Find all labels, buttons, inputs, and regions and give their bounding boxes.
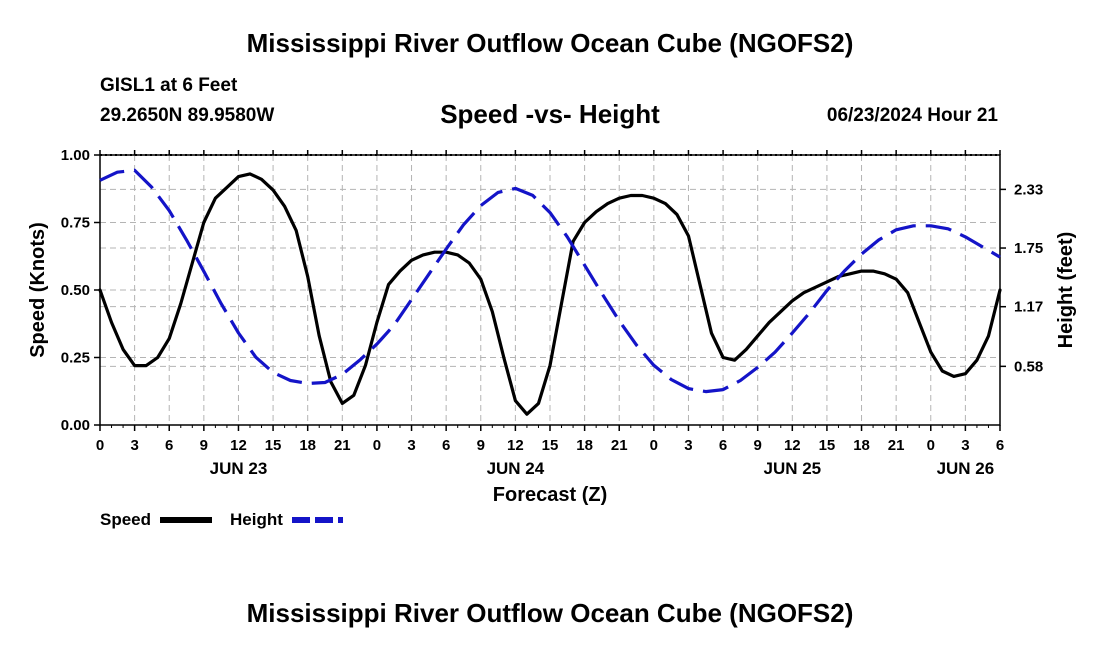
y-tick-label: 0.75 — [61, 215, 90, 232]
y-tick-label: 0.00 — [61, 417, 90, 434]
date-label: JUN 24 — [487, 459, 545, 478]
x-tick-label: 3 — [407, 437, 415, 454]
x-tick-label: 18 — [576, 437, 593, 454]
forecast-datetime: 06/23/2024 Hour 21 — [826, 105, 998, 126]
y-tick-label: 0.25 — [61, 350, 90, 367]
x-tick-label: 12 — [230, 437, 247, 454]
x-tick-label: 21 — [334, 437, 351, 454]
main-title: Mississippi River Outflow Ocean Cube (NG… — [246, 28, 854, 58]
speed-series-line — [98, 172, 1002, 416]
x-axis-title: Forecast (Z) — [493, 484, 607, 506]
x-tick-label: 0 — [96, 437, 104, 454]
x-tick-label: 9 — [200, 437, 208, 454]
station-coordinates: 29.2650N 89.9580W — [100, 105, 275, 126]
x-tick-label: 6 — [996, 437, 1004, 454]
x-tick-label: 0 — [927, 437, 935, 454]
station-label: GISL1 at 6 Feet — [100, 75, 238, 96]
x-tick-label: 0 — [373, 437, 381, 454]
x-tick-label: 15 — [265, 437, 282, 454]
x-tick-label: 3 — [684, 437, 692, 454]
x-tick-label: 21 — [611, 437, 628, 454]
y-axis-title: Speed (Knots) — [27, 222, 49, 358]
height-series-line — [99, 168, 1001, 394]
x-tick-label: 15 — [819, 437, 836, 454]
y-tick-label: 0.50 — [61, 282, 90, 299]
x-tick-label: 18 — [299, 437, 316, 454]
x-tick-label: 9 — [477, 437, 485, 454]
date-label: JUN 25 — [763, 459, 821, 478]
y2-tick-label: 0.58 — [1014, 358, 1043, 375]
x-tick-label: 21 — [888, 437, 905, 454]
y2-tick-label: 2.33 — [1014, 181, 1043, 198]
chart-subtitle: Speed -vs- Height — [440, 99, 660, 129]
footer-title: Mississippi River Outflow Ocean Cube (NG… — [246, 598, 854, 628]
date-label: JUN 23 — [210, 459, 268, 478]
date-label: JUN 26 — [937, 459, 995, 478]
y2-tick-label: 1.17 — [1014, 299, 1043, 316]
x-tick-label: 3 — [961, 437, 969, 454]
x-tick-label: 12 — [784, 437, 801, 454]
x-tick-label: 6 — [719, 437, 727, 454]
x-tick-label: 3 — [130, 437, 138, 454]
y-tick-label: 1.00 — [61, 147, 90, 164]
legend-label-speed: Speed — [100, 510, 151, 529]
x-tick-label: 15 — [542, 437, 559, 454]
y2-axis-title: Height (feet) — [1055, 232, 1077, 349]
x-tick-label: 9 — [754, 437, 762, 454]
x-tick-label: 6 — [442, 437, 450, 454]
x-tick-label: 6 — [165, 437, 173, 454]
y2-tick-label: 1.75 — [1014, 240, 1043, 257]
x-tick-label: 12 — [507, 437, 524, 454]
x-tick-label: 18 — [853, 437, 870, 454]
legend-label-height: Height — [230, 510, 283, 529]
x-tick-label: 0 — [650, 437, 658, 454]
